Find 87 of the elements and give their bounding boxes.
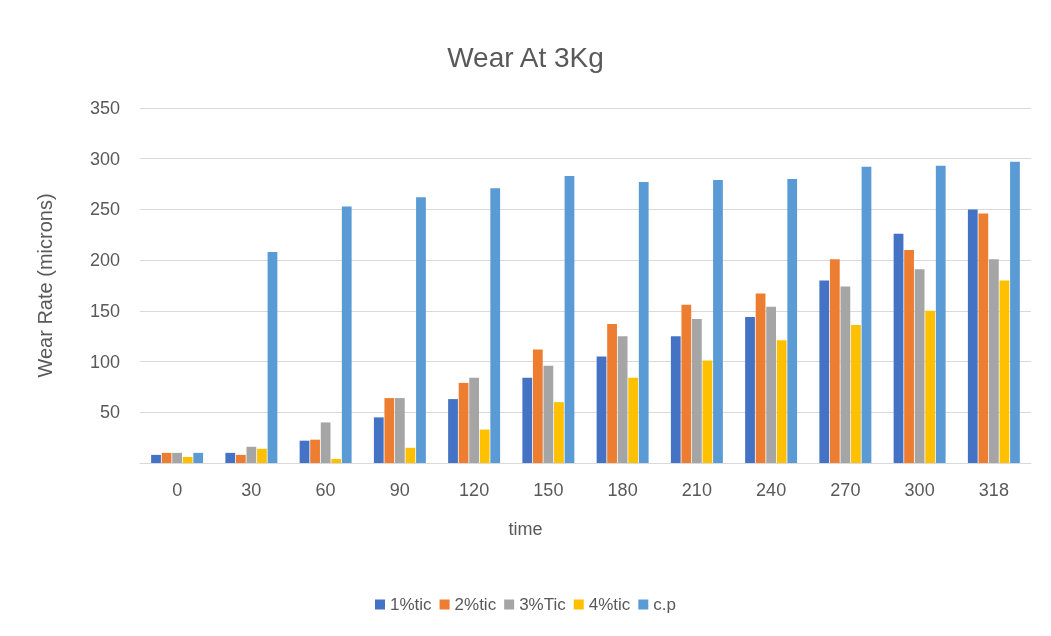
- bar: [914, 269, 925, 463]
- bar: [543, 365, 554, 463]
- x-tick-label: 180: [607, 480, 638, 500]
- bar: [596, 356, 607, 463]
- bar: [638, 182, 649, 463]
- bar: [479, 429, 490, 463]
- x-tick-label: 90: [389, 480, 410, 500]
- bar: [1010, 161, 1020, 463]
- bar: [554, 402, 564, 463]
- x-tick-label: 210: [681, 480, 712, 500]
- bar: [745, 316, 755, 463]
- bar: [405, 447, 416, 463]
- bar: [617, 336, 628, 463]
- bar: [893, 233, 904, 463]
- bar: [151, 454, 161, 463]
- bar: [448, 399, 458, 463]
- bar: [713, 180, 723, 463]
- bar: [299, 440, 310, 463]
- bar: [988, 259, 999, 463]
- legend-label: c.p: [653, 595, 676, 614]
- bar: [978, 213, 989, 463]
- x-axis-title: time: [508, 519, 543, 539]
- bar: [702, 360, 713, 463]
- bar: [819, 280, 830, 463]
- bar: [532, 349, 543, 463]
- bar: [766, 306, 777, 463]
- bar: [257, 448, 267, 463]
- bar: [373, 417, 384, 463]
- bar: [861, 166, 872, 463]
- x-tick-label: 270: [830, 480, 861, 500]
- bar: [829, 259, 840, 463]
- bar: [331, 458, 342, 463]
- bar: [522, 377, 533, 463]
- y-tick-label: 200: [89, 250, 120, 271]
- y-tick-label: 150: [89, 300, 120, 321]
- y-tick-label: 350: [89, 98, 120, 118]
- bar: [967, 209, 978, 463]
- bar: [787, 179, 798, 463]
- y-tick-label: 100: [89, 351, 120, 372]
- x-tick-label: 30: [241, 480, 262, 500]
- bar: [999, 280, 1010, 463]
- bar: [341, 206, 352, 463]
- bar: [225, 452, 236, 463]
- legend-label: 3%Tic: [519, 595, 567, 614]
- legend-label: 4%tic: [588, 595, 631, 614]
- bar: [490, 188, 501, 463]
- bar: [458, 382, 469, 463]
- legend-label: 1%tic: [390, 595, 433, 614]
- bar: [394, 398, 405, 463]
- bar: [691, 318, 702, 463]
- bar: [246, 446, 257, 463]
- x-tick-label: 240: [756, 480, 787, 500]
- x-tick-label: 318: [978, 480, 1009, 500]
- bar: [670, 336, 681, 463]
- bar: [416, 197, 426, 463]
- bar: [310, 439, 320, 463]
- bar: [182, 456, 193, 463]
- chart-title: Wear At 3Kg: [447, 41, 604, 73]
- legend-label: 2%tic: [454, 595, 497, 614]
- x-tick-label: 0: [172, 480, 183, 500]
- bar: [904, 250, 914, 463]
- bar: [161, 452, 172, 463]
- bar: [840, 286, 851, 463]
- bar: [607, 324, 617, 463]
- y-tick-label: 250: [89, 199, 120, 220]
- bar: [681, 304, 692, 463]
- bar: [776, 340, 787, 463]
- y-tick-label: 300: [89, 148, 120, 169]
- bar: [267, 252, 278, 463]
- bar: [851, 325, 861, 463]
- x-tick-label: 150: [533, 480, 564, 500]
- bar: [469, 377, 480, 463]
- x-tick-label: 300: [904, 480, 935, 500]
- bar: [564, 175, 575, 463]
- x-tick-label: 60: [315, 480, 336, 500]
- bar: [935, 165, 946, 463]
- y-tick-label: 50: [99, 402, 120, 423]
- bar: [755, 293, 766, 463]
- bar: [193, 452, 204, 463]
- y-axis-title: Wear Rate (microns): [34, 193, 56, 378]
- x-tick-label: 120: [459, 480, 490, 500]
- bar: [925, 310, 936, 463]
- bar: [628, 377, 639, 463]
- bar: [235, 454, 246, 463]
- bar: [172, 452, 183, 463]
- bar: [384, 398, 395, 463]
- bar: [320, 422, 331, 463]
